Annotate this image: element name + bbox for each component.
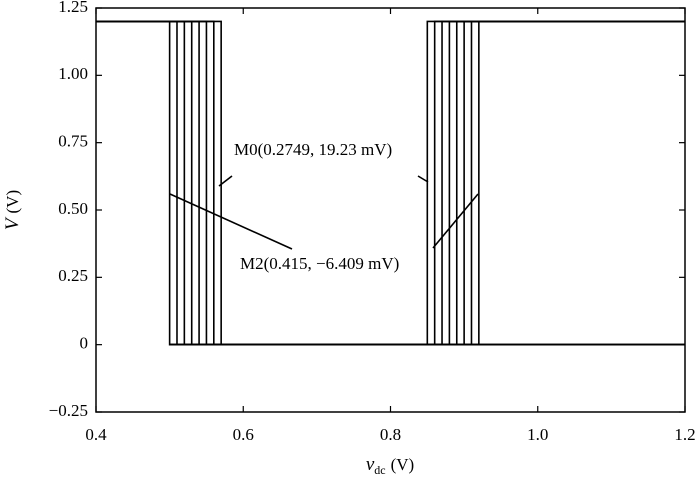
y-tick-label: 1.25 xyxy=(58,0,88,16)
leader-line xyxy=(432,193,479,249)
annotation-box xyxy=(232,139,420,163)
x-label-variable: v xyxy=(366,454,375,475)
y-tick-label: 0.75 xyxy=(58,132,88,151)
x-label-subscript: dc xyxy=(374,463,385,477)
x-tick-label: 0.8 xyxy=(380,425,401,444)
plot-area xyxy=(96,20,685,346)
x-tick-label: 0.4 xyxy=(85,425,107,444)
leader-line xyxy=(417,175,429,183)
x-tick-label: 0.6 xyxy=(233,425,254,444)
annotation: M0(0.2749, 19.23 mV) xyxy=(234,140,392,159)
y-tick-label: 0.25 xyxy=(58,266,88,285)
y-label-variable: V xyxy=(2,216,23,230)
y-tick-label: −0.25 xyxy=(49,401,88,420)
y-axis-label: V (V) xyxy=(2,190,23,230)
curve xyxy=(169,20,685,346)
leader-line xyxy=(169,193,293,250)
curve xyxy=(169,20,685,346)
x-axis-label: vdc (V) xyxy=(366,454,414,476)
x-label-unit: (V) xyxy=(391,455,415,474)
y-tick-label: 1.00 xyxy=(58,64,88,83)
y-tick-label: 0 xyxy=(80,334,89,353)
y-label-unit: (V) xyxy=(3,190,22,214)
annotation-box xyxy=(238,253,420,277)
y-tick-label: 0.50 xyxy=(58,199,88,218)
x-tick-label: 1.2 xyxy=(674,425,695,444)
leader-line xyxy=(218,175,233,187)
curve xyxy=(96,20,685,346)
x-tick-label: 1.0 xyxy=(527,425,548,444)
annotation: M2(0.415, −6.409 mV) xyxy=(240,254,399,273)
